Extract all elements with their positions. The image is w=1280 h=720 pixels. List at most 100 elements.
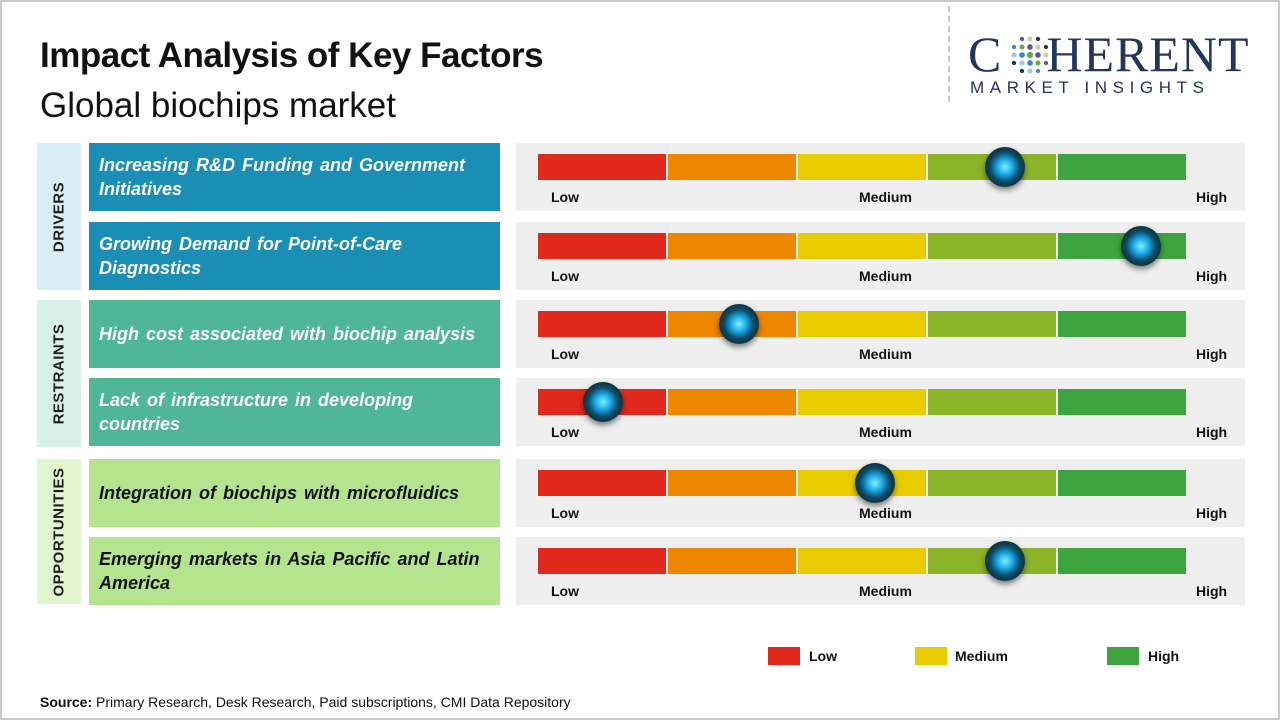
impact-scale-bar (538, 233, 1186, 259)
scale-segment (928, 470, 1056, 496)
logo-dot (1035, 36, 1041, 42)
logo-dot (1035, 60, 1041, 66)
logo-dot (1019, 44, 1025, 50)
logo-dot (1019, 36, 1025, 42)
scale-segment (1058, 154, 1186, 180)
factor-label: Increasing R&D Funding and Government In… (89, 143, 500, 211)
scale-segment (538, 548, 666, 574)
tick-high-label: High (1196, 268, 1228, 284)
logo-dot (1019, 68, 1025, 74)
impact-level-marker (854, 463, 895, 503)
tick-medium-label: Medium (859, 583, 912, 599)
impact-scale-bar (538, 548, 1186, 574)
scale-segment (538, 154, 666, 180)
header-divider (948, 6, 950, 102)
scale-segment (538, 311, 666, 337)
tick-low-label: Low (551, 583, 579, 599)
scale-segment (798, 154, 926, 180)
tick-high-label: High (1196, 505, 1228, 521)
logo-dot (1027, 36, 1033, 42)
logo-dot (1011, 52, 1017, 58)
page-title: Impact Analysis of Key Factors (40, 36, 544, 75)
scale-segment (1058, 470, 1186, 496)
scale-segment (668, 470, 796, 496)
tick-high-label: High (1196, 424, 1228, 440)
scale-segment (538, 233, 666, 259)
tick-low-label: Low (551, 424, 579, 440)
impact-level-marker (718, 304, 759, 344)
scale-segment (928, 233, 1056, 259)
category-opportunities: OPPORTUNITIES (37, 459, 81, 604)
legend-high-swatch (1107, 647, 1139, 665)
logo-dot (1027, 60, 1033, 66)
logo-globe-icon (1011, 36, 1049, 74)
impact-scale-bar (538, 470, 1186, 496)
factor-label: Growing Demand for Point-of-Care Diagnos… (89, 222, 500, 290)
scale-segment (1058, 311, 1186, 337)
tick-low-label: Low (551, 189, 579, 205)
tick-low-label: Low (551, 268, 579, 284)
tick-high-label: High (1196, 189, 1228, 205)
category-label: OPPORTUNITIES (50, 466, 68, 597)
tick-medium-label: Medium (859, 505, 912, 521)
legend-high-label: High (1148, 648, 1180, 664)
factor-label: High cost associated with biochip analys… (89, 300, 500, 368)
scale-segment (798, 548, 926, 574)
page-subtitle: Global biochips market (40, 86, 396, 125)
legend-medium-label: Medium (955, 648, 1008, 664)
tick-medium-label: Medium (859, 189, 912, 205)
impact-scale-bar (538, 389, 1186, 415)
logo-dot (1027, 44, 1033, 50)
legend-low-label: Low (809, 648, 837, 664)
company-logo-wordmark: C HERENT (968, 26, 1250, 82)
impact-level-marker (582, 382, 623, 422)
tick-medium-label: Medium (859, 424, 912, 440)
scale-segment (1058, 548, 1186, 574)
logo-dot (1035, 68, 1041, 74)
factor-label: Integration of biochips with microfluidi… (89, 459, 500, 527)
tick-medium-label: Medium (859, 346, 912, 362)
scale-segment (928, 389, 1056, 415)
scale-segment (668, 389, 796, 415)
tick-low-label: Low (551, 346, 579, 362)
tick-high-label: High (1196, 346, 1228, 362)
scale-segment (928, 311, 1056, 337)
source-text: Primary Research, Desk Research, Paid su… (92, 694, 571, 710)
logo-dot (1019, 52, 1025, 58)
impact-scale-bar (538, 311, 1186, 337)
impact-scale-bar (538, 154, 1186, 180)
logo-dot (1019, 60, 1025, 66)
logo-dot (1035, 44, 1041, 50)
logo-dot (1043, 44, 1049, 50)
logo-dot (1027, 68, 1033, 74)
legend-low-swatch (768, 647, 800, 665)
category-drivers: DRIVERS (37, 143, 81, 290)
legend-medium-swatch (915, 647, 947, 665)
logo-dot (1011, 60, 1017, 66)
tick-high-label: High (1196, 583, 1228, 599)
scale-segment (538, 470, 666, 496)
logo-dot (1043, 60, 1049, 66)
logo-dot (1035, 52, 1041, 58)
logo-dot (1011, 44, 1017, 50)
factor-label: Lack of infrastructure in developing cou… (89, 378, 500, 446)
logo-dot (1043, 52, 1049, 58)
source-label: Source: (40, 694, 93, 710)
impact-level-marker (984, 541, 1025, 581)
scale-segment (798, 311, 926, 337)
factor-label: Emerging markets in Asia Pacific and Lat… (89, 537, 500, 605)
company-logo-tagline: MARKET INSIGHTS (970, 78, 1210, 97)
logo-dot (1026, 51, 1034, 59)
category-label: DRIVERS (50, 181, 68, 252)
category-label: RESTRAINTS (50, 323, 68, 424)
source-note: Source: Primary Research, Desk Research,… (40, 694, 571, 710)
scale-segment (1058, 389, 1186, 415)
scale-segment (668, 233, 796, 259)
scale-segment (798, 389, 926, 415)
scale-segment (668, 154, 796, 180)
impact-level-marker (1120, 226, 1161, 266)
scale-segment (798, 233, 926, 259)
impact-level-marker (984, 147, 1025, 187)
tick-medium-label: Medium (859, 268, 912, 284)
